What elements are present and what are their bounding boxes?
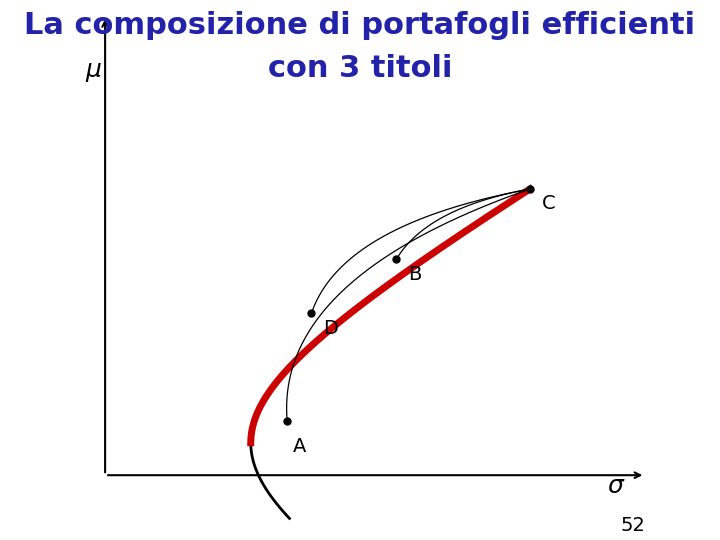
Text: con 3 titoli: con 3 titoli — [268, 54, 452, 83]
Text: C: C — [542, 194, 556, 213]
Text: A: A — [293, 437, 307, 456]
Text: μ: μ — [85, 58, 101, 82]
Text: B: B — [408, 265, 422, 284]
Text: La composizione di portafogli efficienti: La composizione di portafogli efficienti — [24, 11, 696, 40]
Text: 52: 52 — [621, 516, 645, 535]
Text: σ: σ — [607, 474, 623, 498]
Text: D: D — [323, 319, 338, 338]
